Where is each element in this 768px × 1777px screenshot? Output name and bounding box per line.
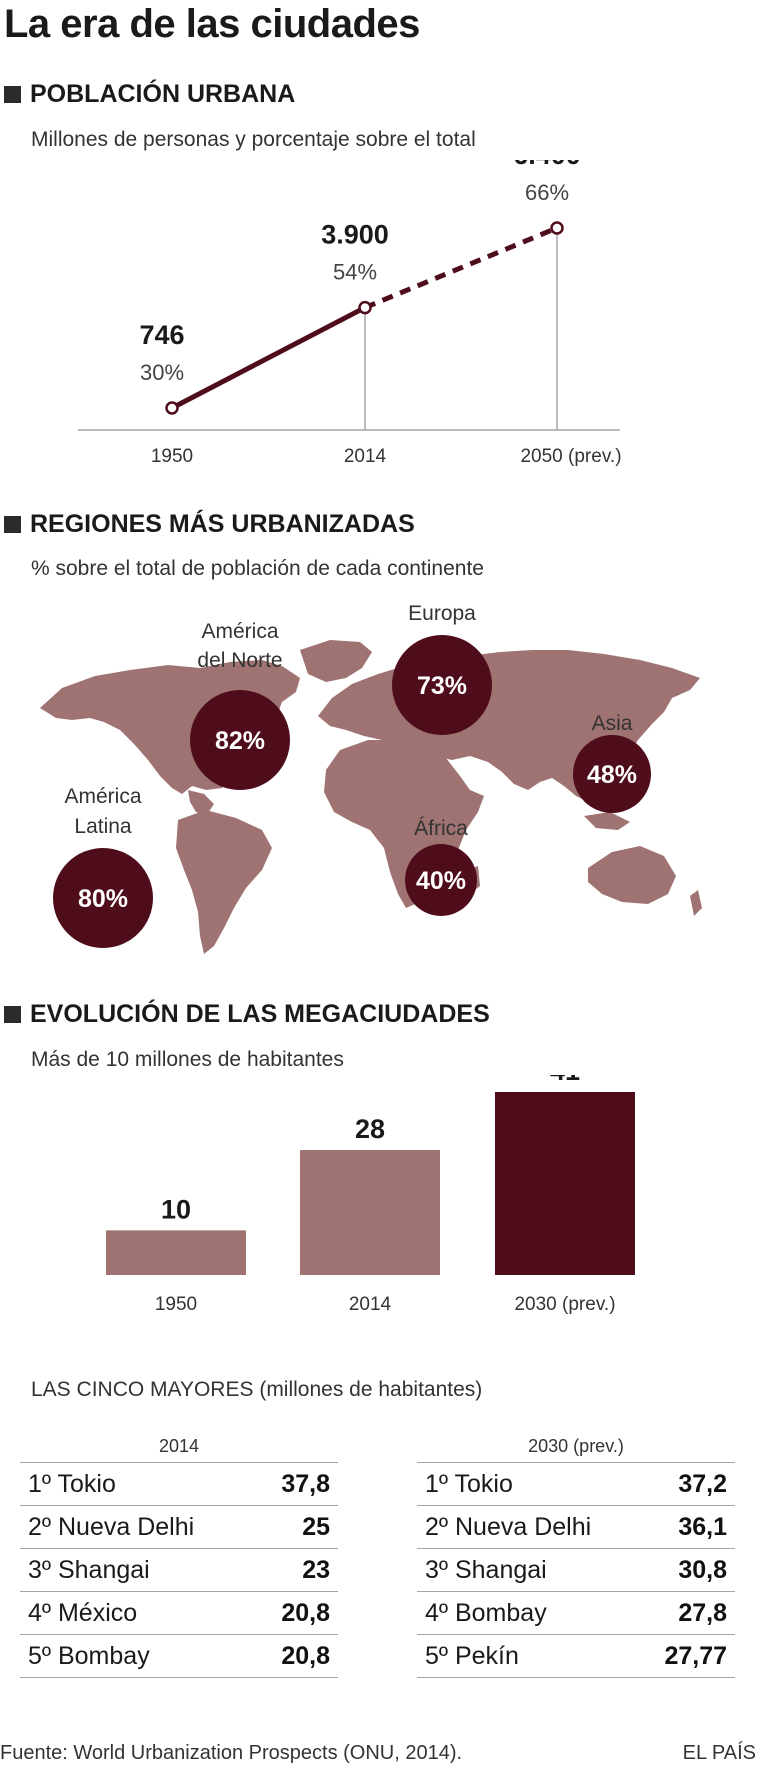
section-title-urban-label: POBLACIÓN URBANA: [30, 80, 296, 108]
city-name: 4º México: [28, 1598, 138, 1627]
bar-category-label: 2030 (prev.): [514, 1294, 615, 1315]
table-row: 4º Bombay 27,8: [417, 1592, 735, 1635]
percent-label: 30%: [140, 360, 184, 385]
land-central-america: [188, 790, 214, 816]
value-label: 6.400: [513, 160, 581, 170]
x-tick-label: 1950: [151, 446, 193, 467]
region-name-asia: Asia: [592, 712, 633, 735]
section-title-mega: EVOLUCIÓN DE LAS MEGACIUDADES: [4, 1000, 490, 1029]
data-point: [358, 300, 372, 315]
bar-2: [495, 1092, 635, 1275]
top5-table-2014: 2014 1º Tokio 37,8 2º Nueva Delhi 25 3º Shang…: [20, 1430, 338, 1678]
region-value-europa: 73%: [417, 672, 467, 700]
city-name: 1º Tokio: [28, 1469, 116, 1498]
section-title-mega-label: EVOLUCIÓN DE LAS MEGACIUDADES: [30, 1000, 490, 1028]
region-value--frica: 40%: [416, 867, 466, 895]
x-tick-label: 2014: [344, 446, 387, 467]
city-name: 2º Nueva Delhi: [425, 1512, 592, 1541]
land-new-zealand: [690, 890, 702, 916]
land-south-america: [176, 810, 272, 954]
land-greenland: [300, 640, 372, 682]
table-row: 2º Nueva Delhi 36,1: [417, 1506, 735, 1549]
section-title-urban: POBLACIÓN URBANA: [4, 80, 295, 109]
region-value-am-rica-del-norte: 82%: [215, 727, 265, 755]
table-row: 5º Bombay 20,8: [20, 1635, 338, 1678]
region-name--frica: África: [414, 817, 468, 840]
region-name-am-rica-latina: Latina: [74, 815, 132, 838]
city-population: 37,2: [678, 1469, 727, 1498]
city-name: 3º Shangai: [425, 1555, 547, 1584]
section-bullet-icon: [4, 516, 21, 533]
city-population: 20,8: [281, 1641, 330, 1670]
bar-value-label: 10: [161, 1194, 191, 1224]
bar-value-label: 41: [550, 1075, 580, 1086]
region-value-asia: 48%: [587, 761, 637, 789]
table-row: 3º Shangai 30,8: [417, 1549, 735, 1592]
bar-category-label: 2014: [349, 1294, 392, 1315]
brand-name: EL PAÍS: [682, 1742, 756, 1764]
region-bubble--frica: [405, 844, 477, 916]
table-row: 1º Tokio 37,2: [417, 1463, 735, 1506]
section-bullet-icon: [4, 1006, 21, 1023]
city-name: 3º Shangai: [28, 1555, 150, 1584]
bar-0: [106, 1230, 246, 1275]
land-australia: [588, 846, 676, 904]
region-bubble-am-rica-latina: [53, 848, 153, 948]
city-population: 36,1: [678, 1512, 727, 1541]
bar-category-label: 1950: [155, 1294, 197, 1315]
bar-value-label: 28: [355, 1114, 385, 1144]
value-label: 746: [139, 320, 184, 350]
city-name: 5º Bombay: [28, 1641, 150, 1670]
city-population: 30,8: [678, 1555, 727, 1584]
x-tick-label: 2050 (prev.): [520, 446, 621, 467]
percent-label: 54%: [333, 260, 377, 285]
table-row: 3º Shangai 23: [20, 1549, 338, 1592]
land-se-asia-islands: [584, 812, 630, 830]
city-name: 1º Tokio: [425, 1469, 513, 1498]
city-population: 37,8: [281, 1469, 330, 1498]
section-subtitle-urban: Millones de personas y porcentaje sobre …: [31, 128, 476, 151]
city-population: 27,8: [678, 1598, 727, 1627]
table-row: 5º Pekín 27,77: [417, 1635, 735, 1678]
table-row: 2º Nueva Delhi 25: [20, 1506, 338, 1549]
city-population: 20,8: [281, 1598, 330, 1627]
region-bubble-am-rica-del-norte: [190, 690, 290, 790]
line-segment-projected: [364, 225, 558, 310]
table-year-header: 2030 (prev.): [417, 1430, 735, 1463]
region-value-am-rica-latina: 80%: [78, 885, 128, 913]
megacities-bar-chart: 10 1950 28 2014 41 2030 (prev.): [106, 1075, 635, 1315]
region-name-am-rica-del-norte: América: [201, 620, 278, 643]
regions-map: 82% 73% 80% 48% 40% América del Norte Europa Am…: [40, 602, 702, 954]
city-name: 5º Pekín: [425, 1641, 519, 1670]
top5-table-2030: 2030 (prev.) 1º Tokio 37,2 2º Nueva Delhi 36…: [417, 1430, 735, 1678]
table-row: 4º México 20,8: [20, 1592, 338, 1635]
section-subtitle-regions: % sobre el total de población de cada co…: [31, 557, 484, 580]
source-note: Fuente: World Urbanization Prospects (ON…: [0, 1742, 463, 1764]
percent-label: 66%: [525, 180, 569, 205]
value-label: 3.900: [321, 220, 389, 250]
city-population: 25: [302, 1512, 330, 1541]
region-bubble-asia: [573, 735, 651, 813]
region-name-europa: Europa: [408, 602, 476, 625]
city-population: 23: [302, 1555, 330, 1584]
top5-title: LAS CINCO MAYORES (millones de habitante…: [31, 1378, 483, 1401]
data-point: [165, 401, 179, 415]
section-subtitle-mega: Más de 10 millones de habitantes: [31, 1048, 344, 1071]
data-point: [550, 221, 564, 235]
page-title: La era de las ciudades: [4, 2, 420, 46]
section-bullet-icon: [4, 86, 21, 103]
section-title-regions: REGIONES MÁS URBANIZADAS: [4, 510, 415, 539]
region-bubble-europa: [392, 635, 492, 735]
city-population: 27,77: [664, 1641, 727, 1670]
bar-1: [300, 1150, 440, 1275]
city-name: 4º Bombay: [425, 1598, 547, 1627]
region-name-am-rica-del-norte: del Norte: [197, 649, 282, 672]
section-title-regions-label: REGIONES MÁS URBANIZADAS: [30, 510, 415, 538]
table-row: 1º Tokio 37,8: [20, 1463, 338, 1506]
table-year-header: 2014: [20, 1430, 338, 1463]
line-segment: [170, 305, 367, 411]
urban-population-line-chart: 746 30% 1950 3.900 54% 2014 6.400 66% 2050 (prev…: [78, 160, 622, 467]
region-name-am-rica-latina: América: [64, 785, 141, 808]
city-name: 2º Nueva Delhi: [28, 1512, 195, 1541]
